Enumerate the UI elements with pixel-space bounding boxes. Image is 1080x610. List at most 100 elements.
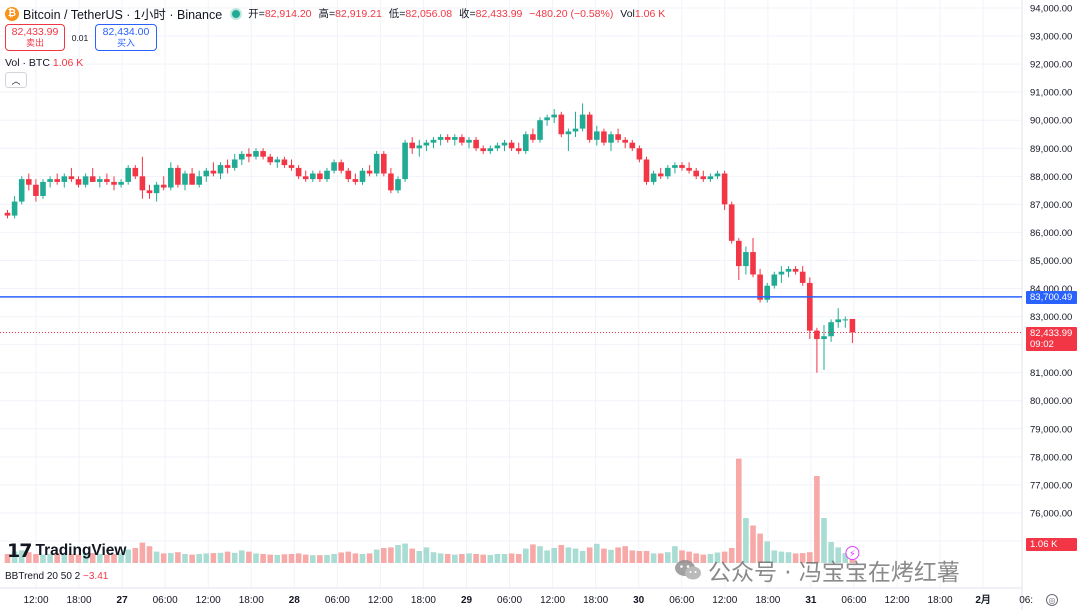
- event-icon-glyph: ⚡: [849, 549, 856, 560]
- buy-button[interactable]: 82,434.00 买入: [95, 24, 157, 51]
- volume-bar: [757, 533, 763, 563]
- volume-bar: [416, 551, 423, 563]
- x-tick-label: 18:00: [411, 595, 436, 606]
- candle-body: [267, 156, 273, 163]
- chevron-up-icon[interactable]: ︿: [5, 72, 27, 88]
- candle-body: [132, 167, 139, 177]
- volume-bar: [373, 549, 380, 563]
- volume-bar: [317, 555, 323, 563]
- candle-body: [302, 176, 309, 180]
- candle-body: [196, 176, 202, 185]
- volume-bar: [799, 553, 806, 563]
- volume-bar: [381, 548, 387, 563]
- candle-body: [324, 170, 330, 180]
- candle-body: [558, 114, 565, 135]
- candle-body: [693, 170, 699, 177]
- candle-body: [764, 285, 770, 300]
- volume-legend-label: Vol · BTC: [5, 57, 50, 69]
- volume-value: 1.06 K: [634, 8, 666, 20]
- close-value: 82,433.99: [475, 8, 523, 20]
- volume-bar: [764, 541, 770, 563]
- candle-body: [97, 179, 103, 182]
- candle-body: [473, 139, 479, 149]
- candle-body: [523, 134, 529, 152]
- spread-value: 0.01: [71, 32, 89, 43]
- candle-body: [75, 179, 82, 185]
- y-tick-label: 80,000.00: [1030, 396, 1072, 407]
- candle-body: [104, 179, 110, 182]
- last-price-value: 82,433.99: [1030, 328, 1073, 339]
- candle-body: [608, 134, 614, 143]
- candle-body: [828, 322, 834, 337]
- x-tick-label: 06:00: [669, 595, 694, 606]
- horizontal-line-price-tag[interactable]: 83,700.49: [1026, 291, 1077, 304]
- goto-realtime-icon[interactable]: ◎: [1046, 594, 1058, 606]
- volume-bar: [473, 554, 479, 563]
- bbtrend-legend[interactable]: BBTrend 20 50 2 −3.41: [5, 571, 108, 582]
- candle-body: [835, 319, 841, 323]
- candle-body: [274, 159, 281, 163]
- candle-body: [551, 114, 557, 118]
- tradingview-logo[interactable]: 17 TradingView: [7, 540, 126, 562]
- candle-body: [189, 173, 195, 185]
- y-tick-label: 83,000.00: [1030, 312, 1072, 323]
- watermark-text: 公众号 · 冯宝宝在烤红薯: [708, 560, 960, 586]
- volume-bar: [18, 550, 25, 563]
- volume-bar: [324, 554, 330, 563]
- candle-body: [537, 120, 543, 140]
- symbol-title[interactable]: Bitcoin / TetherUS · 1小时 · Binance: [23, 8, 223, 22]
- volume-bar: [253, 553, 259, 563]
- volume-bar: [821, 518, 827, 563]
- high-value: 82,919.21: [335, 8, 382, 20]
- candle-body: [771, 274, 778, 286]
- bitcoin-icon: ₿: [5, 6, 19, 21]
- candle-body: [792, 268, 799, 272]
- candle-body: [61, 176, 68, 182]
- volume-bar: [572, 548, 579, 563]
- volume-bar: [480, 554, 486, 563]
- candle-body: [118, 181, 124, 185]
- volume-bar: [629, 550, 636, 563]
- candle-body: [594, 131, 600, 140]
- volume-bar: [302, 554, 309, 563]
- candle-body: [728, 204, 735, 241]
- volume-bar: [728, 548, 735, 563]
- x-tick-label: 06:00: [497, 595, 522, 606]
- candle-body: [224, 165, 231, 168]
- candle-body: [281, 159, 288, 166]
- volume-bar: [835, 547, 841, 563]
- volume-bar: [743, 518, 749, 563]
- candle-body: [33, 184, 39, 196]
- volume-bar: [530, 544, 536, 563]
- candle-body: [686, 167, 692, 171]
- candle-body: [54, 179, 60, 182]
- volume-bar: [792, 553, 799, 563]
- candle-body: [253, 151, 259, 157]
- candle-body: [721, 173, 728, 205]
- candle-body: [849, 318, 856, 333]
- volume-bar: [665, 552, 671, 563]
- volume-bar: [366, 553, 373, 563]
- candle-body: [430, 139, 437, 143]
- volume-bar: [139, 542, 146, 563]
- volume-bar: [267, 554, 273, 563]
- candle-body: [452, 137, 458, 140]
- volume-bar: [508, 553, 515, 563]
- sell-label: 卖出: [25, 38, 44, 49]
- volume-bar: [785, 552, 792, 563]
- volume-bar: [402, 543, 408, 563]
- candle-body: [295, 167, 302, 177]
- volume-bar: [842, 553, 849, 563]
- volume-bar: [579, 551, 586, 563]
- volume-bar: [515, 554, 522, 563]
- volume-bar: [295, 553, 302, 563]
- x-tick-label: 12:00: [884, 595, 909, 606]
- candle-body: [672, 165, 678, 168]
- y-tick-label: 88,000.00: [1030, 172, 1072, 183]
- y-tick-label: 77,000.00: [1030, 480, 1072, 491]
- candle-body: [4, 212, 11, 216]
- volume-bar: [61, 552, 68, 563]
- sell-button[interactable]: 82,433.99 卖出: [5, 24, 65, 51]
- candle-body: [714, 173, 721, 177]
